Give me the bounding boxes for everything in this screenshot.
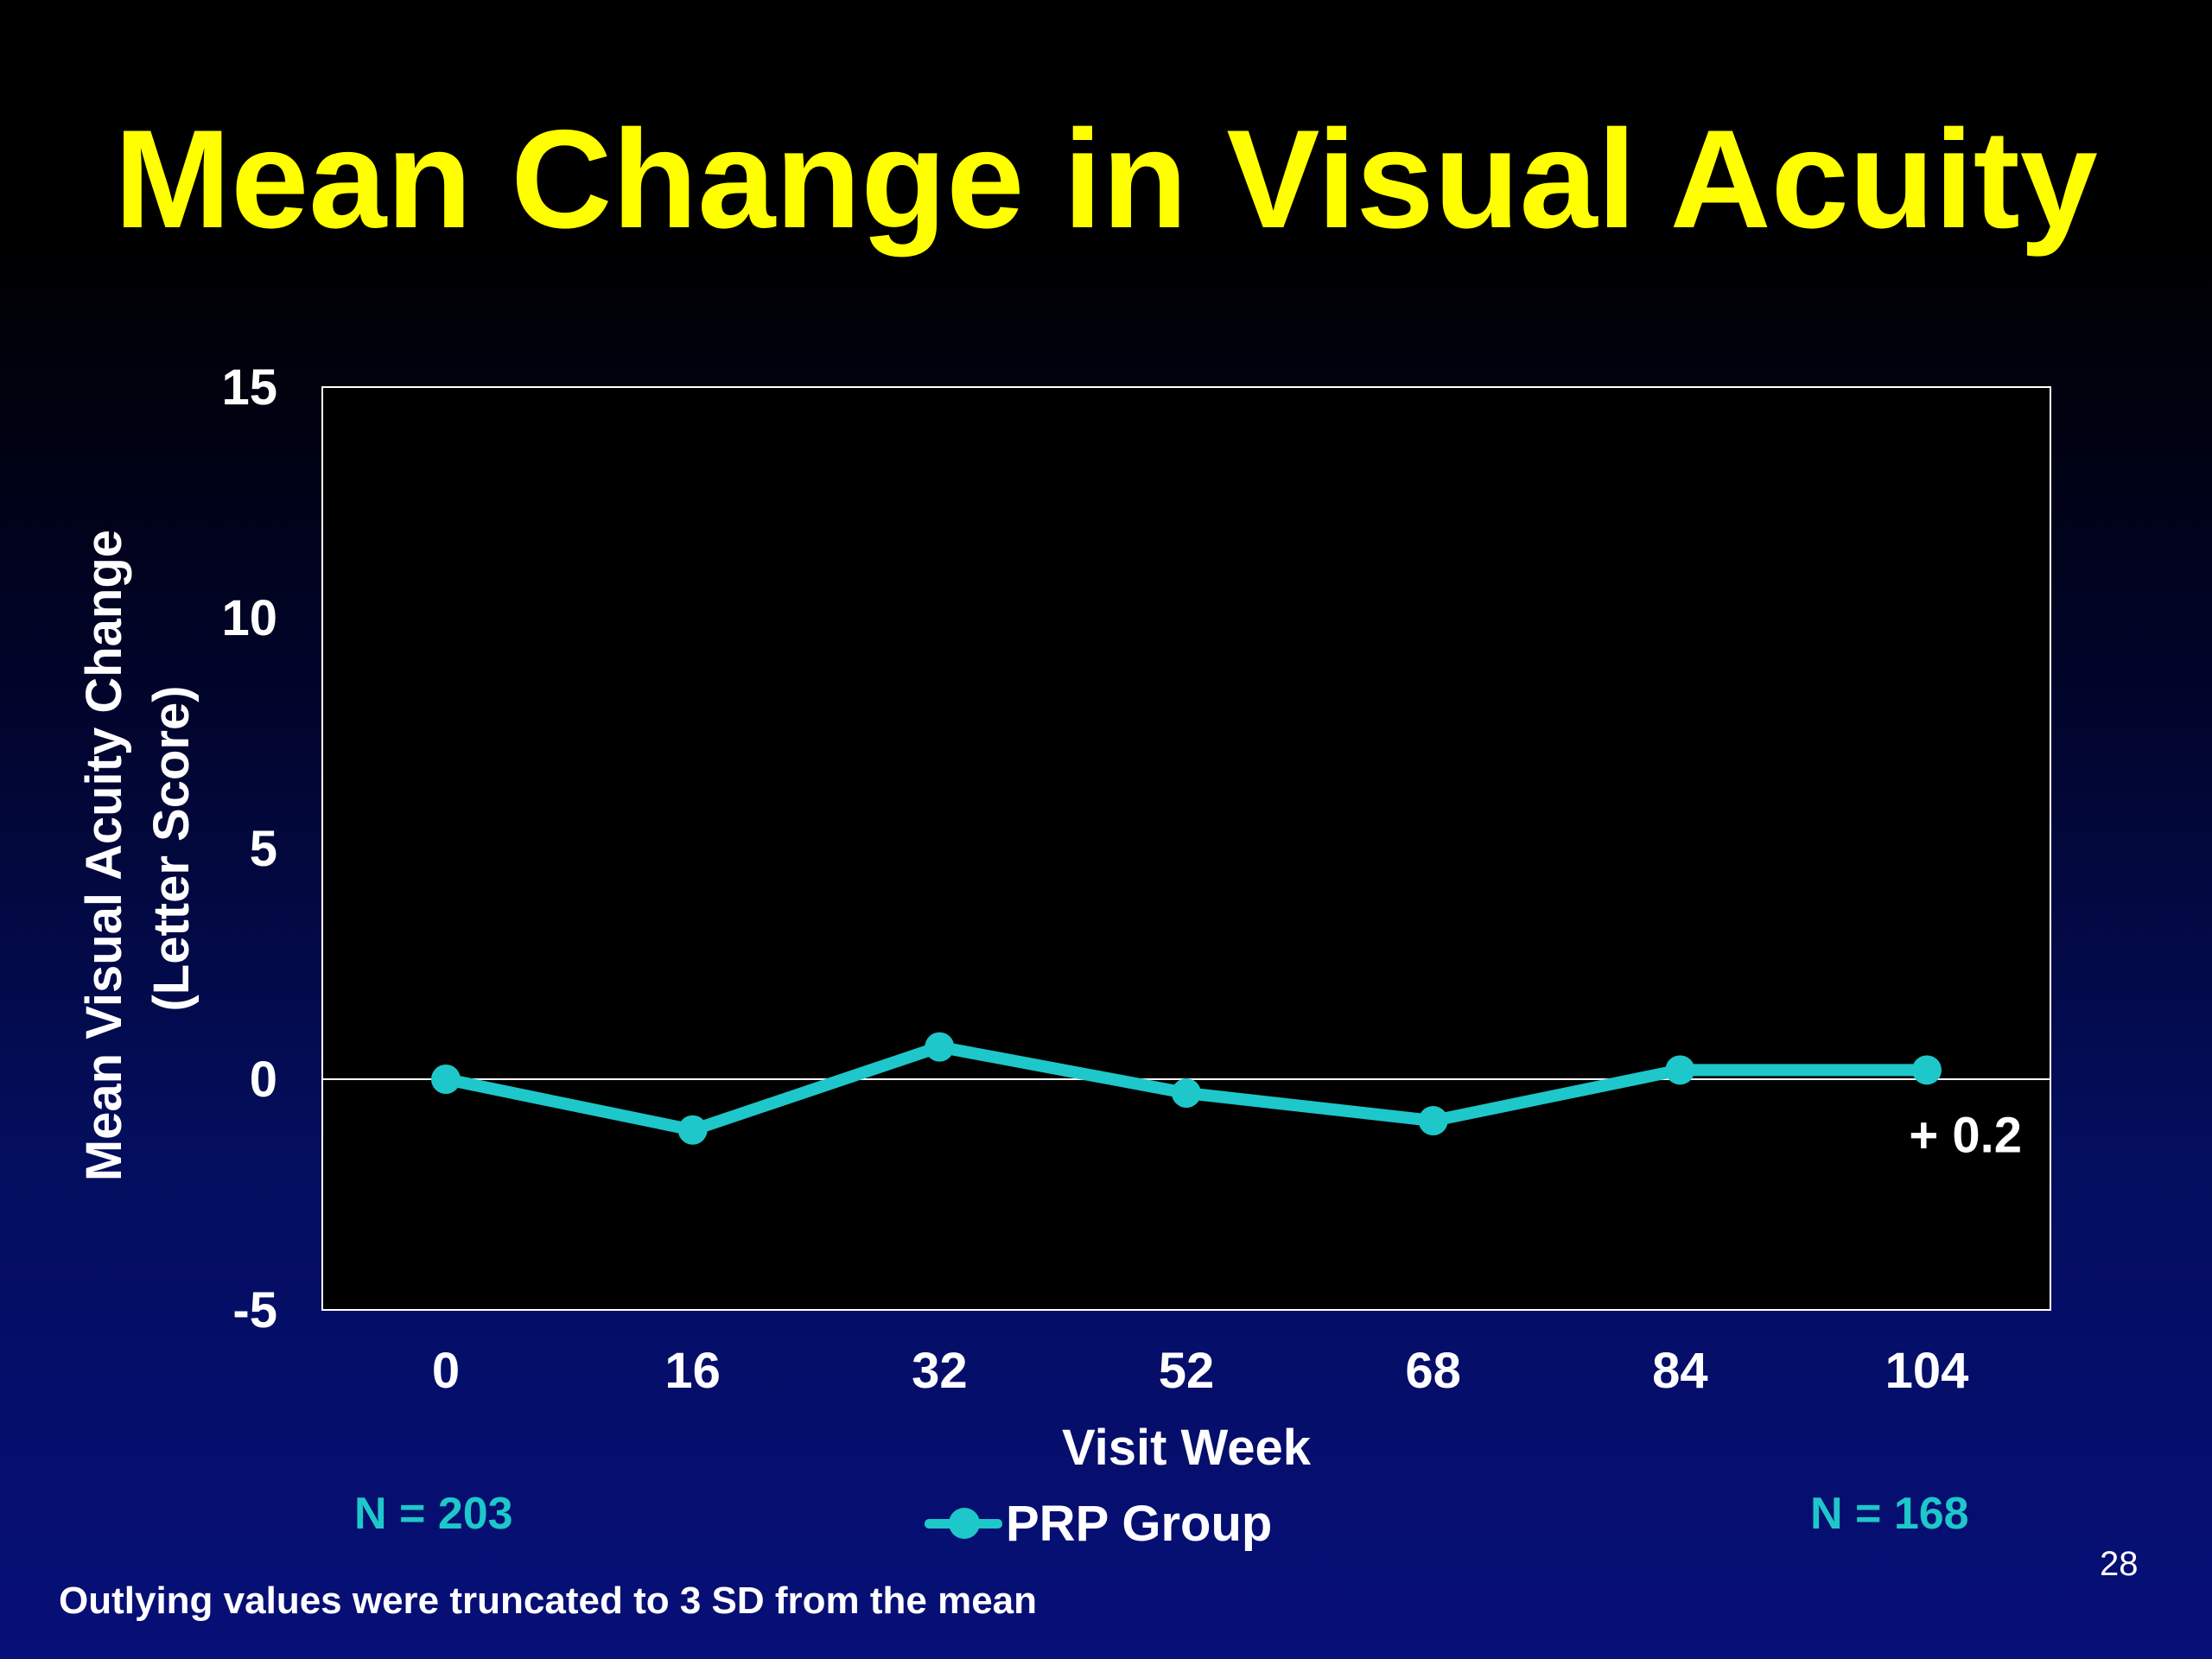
legend-swatch-line-marker-icon (925, 1506, 1002, 1541)
y-tick-label: 10 (221, 590, 277, 646)
slide-title: Mean Change in Visual Acuity (114, 101, 2098, 257)
data-point (1665, 1055, 1695, 1085)
plot-area (321, 386, 2051, 1311)
page-number: 28 (2100, 1545, 2139, 1583)
x-axis-title: Visit Week (1062, 1420, 1312, 1476)
y-tick-label: -5 (232, 1282, 277, 1338)
x-tick-label: 0 (432, 1343, 460, 1399)
data-point (1418, 1106, 1448, 1136)
sample-size-start: N = 203 (354, 1489, 513, 1539)
sample-size-end: N = 168 (1810, 1489, 1969, 1539)
y-axis-title-line-1: Mean Visual Acuity Change (76, 530, 132, 1181)
y-tick-label: 0 (250, 1052, 277, 1108)
x-tick-label: 68 (1405, 1343, 1461, 1399)
y-tick-label: 15 (221, 359, 277, 416)
y-axis-title-line-2: (Letter Score) (143, 685, 200, 1011)
data-point (1912, 1055, 1942, 1085)
legend-label-prp-group: PRP Group (1006, 1495, 1273, 1552)
data-point (677, 1115, 708, 1145)
data-point (925, 1032, 955, 1062)
x-tick-label: 84 (1652, 1343, 1708, 1399)
y-tick-label: 5 (250, 821, 277, 877)
chart-legend: PRP Group (925, 1493, 1272, 1554)
x-tick-label: 52 (1159, 1343, 1215, 1399)
x-tick-label: 104 (1885, 1343, 1969, 1399)
series-points (431, 1032, 1942, 1145)
x-axis-ticks: 0 16 32 52 68 84 104 (432, 1343, 1969, 1399)
end-value-annotation: + 0.2 (1909, 1107, 2022, 1163)
x-tick-label: 16 (664, 1343, 721, 1399)
data-point (1172, 1078, 1201, 1109)
data-point (431, 1065, 461, 1094)
x-tick-label: 32 (912, 1343, 968, 1399)
footnote: Outlying values were truncated to 3 SD f… (59, 1580, 1038, 1622)
y-axis-ticks: -5 0 5 10 15 (221, 359, 277, 1338)
y-axis-title: Mean Visual Acuity Change (Letter Score) (76, 516, 200, 1181)
